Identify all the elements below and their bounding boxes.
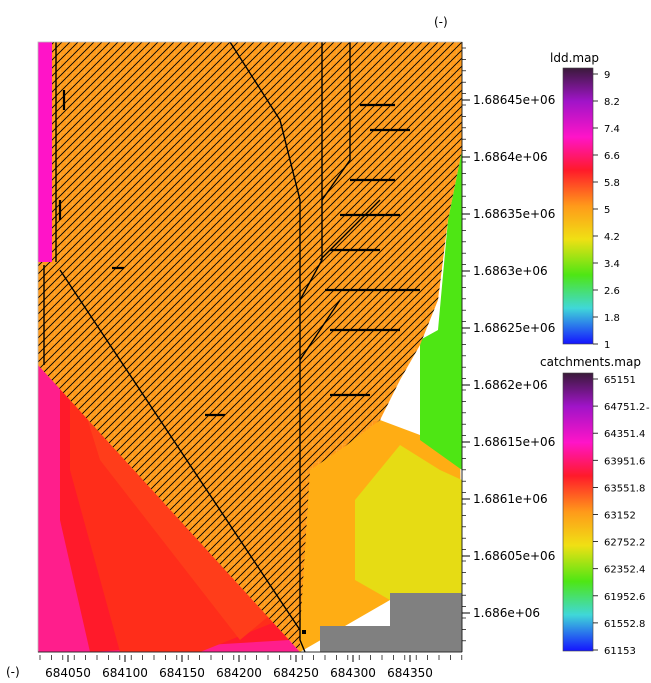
legend-label: 1.8 [604,313,620,324]
x-axis: 684050 684100 684150 684200 684250 684300 6843… [38,651,463,680]
legend-label: 64351.4 [604,429,645,440]
legend-label: 2.6 [604,286,620,297]
y-tick-label: 1.6864e+06 [473,150,548,164]
legend-label: 3.4 [604,259,620,270]
legend-label: 1 [604,340,610,351]
catchments-colorbar [562,372,594,652]
y-tick-label: 1.6861e+06 [473,492,548,506]
legend-label: 62752.2 [604,538,645,549]
legend-label: 61552.8 [604,619,645,630]
catchments-legend-title: catchments.map [540,355,641,369]
units-top-label: (-) [434,15,448,29]
legend-label: 8.2 [604,97,620,108]
y-tick-label: 1.68645e+06 [473,93,555,107]
legend-label: 63152 [604,511,636,522]
y-axis: 1.68645e+06 1.6864e+06 1.68635e+06 1.6863e+… [461,42,555,652]
legend-label: 61952.6 [604,592,645,603]
legend-label: 9 [604,70,610,81]
catchments-legend: catchments.map 65151 64751.2 64351.4 63951.… [540,355,650,657]
map-area [38,42,462,652]
legend-label: 6.6 [604,151,620,162]
x-tick-label: 684300 [330,666,376,680]
x-tick-label: 684050 [45,666,91,680]
ldd-legend: ldd.map 9 8.2 7.4 6.6 5.8 5 4.2 3.4 2.6 1.8 1 [550,51,620,351]
ldd-colorbar [562,67,594,345]
x-tick-label: 684100 [102,666,148,680]
legend-label: 62352.4 [604,565,645,576]
y-tick-label: 1.6863e+06 [473,264,548,278]
drainage-network [43,42,381,652]
y-tick-label: 1.68615e+06 [473,435,555,449]
y-tick-label: 1.68605e+06 [473,549,555,563]
y-tick-label: 1.68635e+06 [473,207,555,221]
x-tick-label: 684350 [387,666,433,680]
y-tick-label: 1.6862e+06 [473,378,548,392]
x-tick-label: 684150 [159,666,205,680]
legend-label: 61153 [604,646,636,657]
catchment-fills [38,42,462,652]
flow-dashes [58,90,420,417]
legend-label: 5.8 [604,178,620,189]
legend-label: 5 [604,205,610,216]
legend-label: 63551.8 [604,483,645,494]
y-tick-label: 1.68625e+06 [473,321,555,335]
x-tick-label: 684250 [273,666,319,680]
legend-label: 7.4 [604,124,620,135]
x-tick-label: 684200 [216,666,262,680]
legend-label: 4.2 [604,232,620,243]
legend-label: 63951.6 [604,456,645,467]
legend-label: 64751.2 [604,402,645,413]
legend-label: 65151 [604,375,636,386]
y-tick-label: 1.686e+06 [473,606,540,620]
ldd-region [38,42,462,652]
legend-marker: - [646,403,650,414]
ldd-legend-title: ldd.map [550,51,599,65]
outlet-marker [302,630,306,634]
units-bottom-label: (-) [6,665,20,679]
